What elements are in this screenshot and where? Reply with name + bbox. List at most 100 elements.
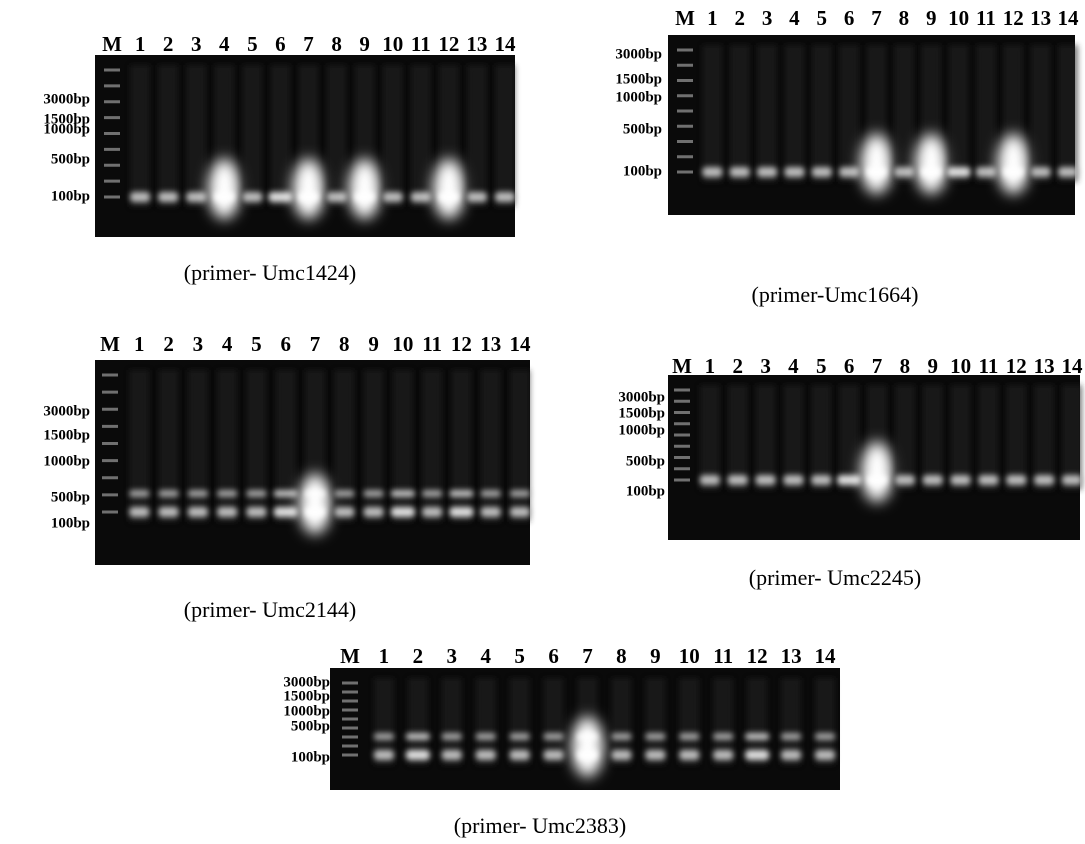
lane-smear (645, 678, 666, 765)
lane-smear (1030, 45, 1051, 182)
ladder-band (677, 109, 693, 113)
gel-panel: M 1 2 3 4 5 6 7 8 9 10 11 12 13 143000bp1500bp1000bp50… (43, 332, 531, 622)
lane-smear (422, 370, 443, 522)
size-label: 3000bp (618, 389, 665, 405)
band (382, 192, 403, 202)
size-label: 3000bp (43, 91, 90, 107)
band (645, 750, 666, 760)
band (129, 490, 150, 497)
lane-smear (1006, 385, 1027, 490)
lane-label: 12 (747, 644, 768, 668)
size-label: 100bp (623, 163, 662, 179)
ladder-band (104, 195, 120, 199)
lane-label: 8 (616, 644, 627, 668)
band (495, 192, 515, 202)
lane-smear (451, 370, 472, 522)
lane-label: 10 (392, 332, 413, 356)
band (246, 490, 267, 497)
lane-label: 1 (135, 32, 146, 56)
gel-panel: M 1 2 3 4 5 6 7 8 9 10 11 12 13 143000bp1500bp1000bp50… (283, 644, 840, 838)
size-label: 1500bp (43, 111, 90, 127)
band-glow (915, 134, 948, 194)
lane-label: 9 (368, 332, 379, 356)
band (745, 733, 770, 740)
band (334, 490, 355, 497)
lane-smear (747, 678, 768, 765)
lane-label: 5 (247, 32, 258, 56)
lane-smear (130, 65, 151, 207)
lane-label: 2 (732, 354, 743, 378)
lane-label: 13 (480, 332, 501, 356)
lane-smear (543, 678, 564, 765)
lane-label: 10 (679, 644, 700, 668)
band (699, 475, 720, 485)
band (837, 475, 862, 485)
band (405, 733, 430, 740)
size-label: 100bp (51, 188, 90, 204)
size-label: 1500bp (43, 427, 90, 443)
band (509, 750, 530, 760)
band (1003, 167, 1024, 177)
lane-smear (217, 370, 238, 522)
ladder-band (104, 132, 120, 135)
ladder-band (342, 753, 358, 757)
lane-smear (441, 678, 462, 765)
lane-smear (1062, 385, 1082, 490)
band (273, 490, 298, 497)
lane-smear (480, 370, 501, 522)
size-label: 3000bp (615, 46, 662, 62)
band (187, 490, 208, 497)
lane-label: 4 (219, 32, 230, 56)
lane-label: 10 (950, 354, 971, 378)
lane-smear (839, 385, 860, 490)
lane-smear (509, 678, 530, 765)
ladder-band (342, 717, 358, 721)
band (815, 733, 835, 740)
band (755, 475, 776, 485)
lane-label: 4 (480, 644, 491, 668)
size-label: 100bp (626, 483, 665, 499)
lane-label: 12 (1003, 6, 1024, 30)
lane-label: 3 (760, 354, 771, 378)
lane-smear (755, 385, 776, 490)
lane-smear (699, 385, 720, 490)
ladder-band (677, 94, 693, 98)
band (449, 507, 474, 517)
band (783, 475, 804, 485)
ladder-band (102, 390, 118, 394)
lane-smear (326, 65, 347, 207)
band (645, 733, 666, 740)
band (242, 192, 263, 202)
size-label: 100bp (291, 749, 330, 765)
lane-label: 13 (1030, 6, 1051, 30)
lane-label: 1 (379, 644, 390, 668)
lane-smear (1058, 45, 1078, 182)
band (1058, 167, 1078, 177)
band (1006, 475, 1027, 485)
band (305, 507, 325, 517)
ladder-band (342, 681, 358, 685)
ladder-band (674, 433, 690, 437)
lane-smear (839, 45, 860, 182)
band (449, 490, 474, 497)
lane-label: M (102, 32, 122, 56)
lane-smear (392, 370, 413, 522)
lane-smear (270, 65, 291, 207)
band (405, 750, 430, 760)
lane-smear (510, 370, 530, 522)
band (611, 733, 632, 740)
size-label: 1000bp (283, 703, 330, 719)
ladder-band (342, 708, 358, 712)
band (577, 750, 598, 760)
lane-smear (158, 370, 179, 522)
lane-smear (363, 370, 384, 522)
ladder-band (102, 442, 118, 445)
lane-smear (922, 385, 943, 490)
lane-label: 6 (548, 644, 559, 668)
band (839, 167, 860, 177)
band (1062, 475, 1082, 485)
size-label: 3000bp (43, 403, 90, 419)
lane-smear (727, 385, 748, 490)
lane-smear (129, 370, 150, 522)
lane-label: 9 (927, 354, 938, 378)
